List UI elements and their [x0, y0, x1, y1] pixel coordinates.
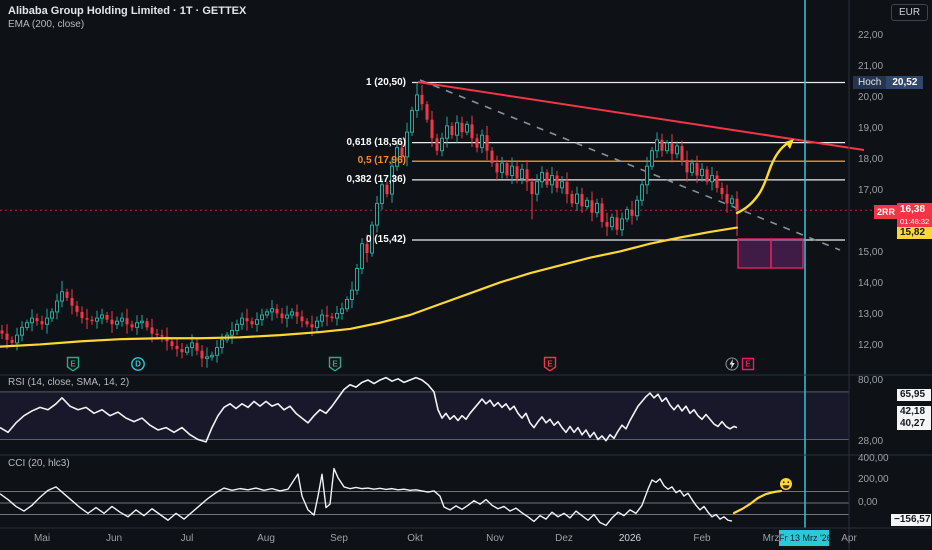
- bar-countdown: 01:48:32: [900, 217, 930, 226]
- descending-trendline[interactable]: [417, 81, 865, 151]
- event-icon-glyph: E: [725, 357, 755, 371]
- price-tick-label: 18,00: [858, 154, 884, 165]
- indicator-legend-ema: EMA (200, close): [8, 19, 85, 30]
- price-tick-label: 19,00: [858, 123, 884, 134]
- rsi-band: [0, 391, 849, 440]
- rsi-tick-label: 80,00: [858, 375, 884, 386]
- cci-projection-line[interactable]: [732, 489, 783, 515]
- price-tick-label: 14,00: [858, 278, 884, 289]
- fib-level-label: 0,5 (17,96): [357, 155, 406, 167]
- rsi-value-label: 40,27: [897, 418, 931, 430]
- svg-text:E: E: [70, 360, 76, 369]
- current-price-value: 16,38: [900, 204, 926, 215]
- time-tick-label: Jul: [180, 533, 194, 544]
- price-tick-label: 17,00: [858, 185, 884, 196]
- event-icon-glyph: E: [328, 356, 342, 372]
- earnings-icon[interactable]: E: [328, 356, 344, 377]
- time-tick-label: Mrz: [762, 533, 780, 544]
- fib-level-label: 0,382 (17,36): [346, 173, 407, 185]
- price-tick-label: 12,00: [858, 340, 884, 351]
- time-tick-label: Apr: [841, 533, 857, 544]
- event-icon-glyph: E: [543, 356, 557, 372]
- time-tick-label: Mai: [33, 533, 51, 544]
- cci-line: [0, 467, 733, 527]
- high-price-label: Hoch 20,52: [853, 76, 924, 89]
- rsi-value-label: 42,18: [897, 406, 931, 418]
- position-box[interactable]: [737, 238, 772, 269]
- price-tick-label: 15,00: [858, 247, 884, 258]
- cci-tick-label: 400,00: [858, 453, 889, 464]
- vline-date-label: Fr 13 Mrz '26: [779, 530, 832, 546]
- price-tick-label: 21,00: [858, 61, 884, 72]
- currency-button[interactable]: EUR: [891, 4, 928, 21]
- cci-panel-title: CCI (20, hlc3): [8, 458, 70, 469]
- cci-value-label: −156,57: [891, 514, 931, 526]
- smiley-icon[interactable]: [780, 478, 792, 490]
- svg-text:E: E: [332, 360, 338, 369]
- smiley-mouth: [782, 485, 790, 489]
- risk-reward-badge: 2RR: [874, 205, 899, 219]
- price-tick-label: 13,00: [858, 309, 884, 320]
- earnings-icon[interactable]: E: [543, 356, 559, 377]
- price-tick-label: 20,00: [858, 92, 884, 103]
- time-tick-label: Jun: [105, 533, 123, 544]
- cci-tick-label: 200,00: [858, 474, 889, 485]
- time-tick-label: Nov: [486, 533, 504, 544]
- fib-level-label: 0,618 (18,56): [346, 136, 407, 148]
- time-tick-label: Okt: [407, 533, 423, 544]
- event-icon-glyph: E: [66, 356, 80, 372]
- smiley-eye: [782, 481, 785, 484]
- rsi-panel-title: RSI (14, close, SMA, 14, 2): [8, 377, 130, 388]
- svg-text:E: E: [745, 360, 751, 369]
- flash-icon: [729, 359, 735, 369]
- ema-value-label: 15,82: [897, 227, 932, 239]
- cci-tick-label: 0,00: [858, 497, 878, 508]
- hoch-prefix: Hoch: [853, 76, 887, 89]
- time-tick-label: Dez: [555, 533, 573, 544]
- time-tick-label: Sep: [330, 533, 348, 544]
- price-tick-label: 22,00: [858, 30, 884, 41]
- fib-level-label: 1 (20,50): [365, 76, 406, 88]
- smiley-eye: [787, 481, 790, 484]
- position-box[interactable]: [770, 238, 804, 269]
- rsi-tick-label: 28,00: [858, 436, 884, 447]
- time-tick-label: 2026: [618, 533, 642, 544]
- svg-text:E: E: [547, 360, 553, 369]
- dashed-trendline[interactable]: [419, 79, 841, 251]
- hoch-value: 20,52: [886, 76, 924, 89]
- rsi-line: [0, 376, 738, 443]
- dividend-icon[interactable]: D: [131, 356, 147, 377]
- earnings-icon[interactable]: E: [66, 356, 82, 377]
- earnings-icon[interactable]: E: [725, 356, 757, 377]
- projection-arrowhead: [785, 139, 794, 149]
- svg-text:D: D: [135, 360, 141, 369]
- time-tick-label: Feb: [693, 533, 711, 544]
- fib-level-label: 0 (15,42): [365, 233, 406, 245]
- current-price-label: 16,38 01:48:32: [897, 203, 932, 229]
- candles-layer: [0, 82, 739, 368]
- symbol-title: Alibaba Group Holding Limited · 1T · GET…: [8, 5, 247, 17]
- projection-arrow-line[interactable]: [735, 141, 790, 215]
- rsi-value-label: 65,95: [897, 389, 931, 401]
- event-icon-glyph: D: [131, 357, 145, 371]
- ema-line: [0, 226, 739, 348]
- time-tick-label: Aug: [257, 533, 275, 544]
